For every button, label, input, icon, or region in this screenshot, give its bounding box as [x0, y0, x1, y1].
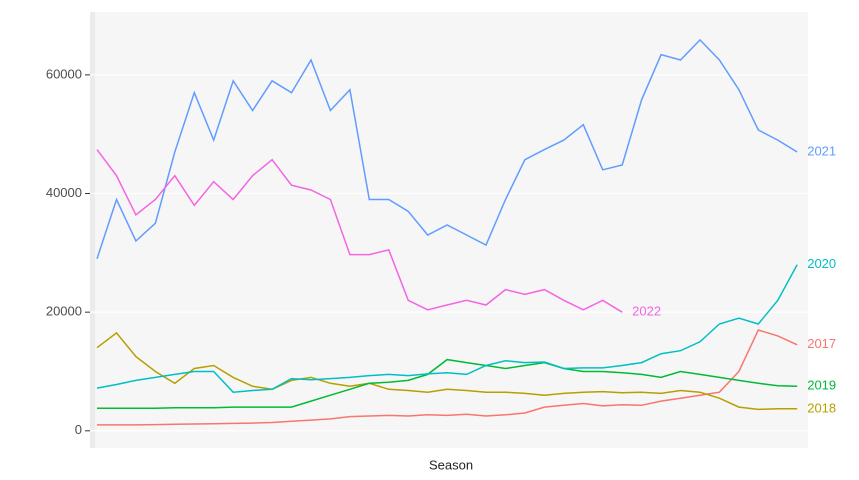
y-tick-label: 60000 [46, 66, 82, 81]
y-tick-label: 20000 [46, 304, 82, 319]
series-line [96, 38, 798, 260]
series-label: 2017 [807, 336, 836, 351]
series-line [96, 331, 798, 411]
series-line [97, 358, 798, 410]
series-label: 2019 [807, 378, 836, 393]
series-line [97, 329, 798, 426]
series-label: 2020 [807, 256, 836, 271]
series-line [96, 149, 623, 313]
x-axis-title: Season [429, 457, 473, 472]
series-label: 2018 [807, 400, 836, 415]
series-label: 2021 [807, 143, 836, 158]
series-label: 2022 [632, 304, 661, 319]
y-tick-label: 0 [75, 422, 82, 437]
series-line [96, 264, 798, 393]
y-tick-label: 40000 [46, 185, 82, 200]
panel-grid-band [95, 12, 808, 448]
